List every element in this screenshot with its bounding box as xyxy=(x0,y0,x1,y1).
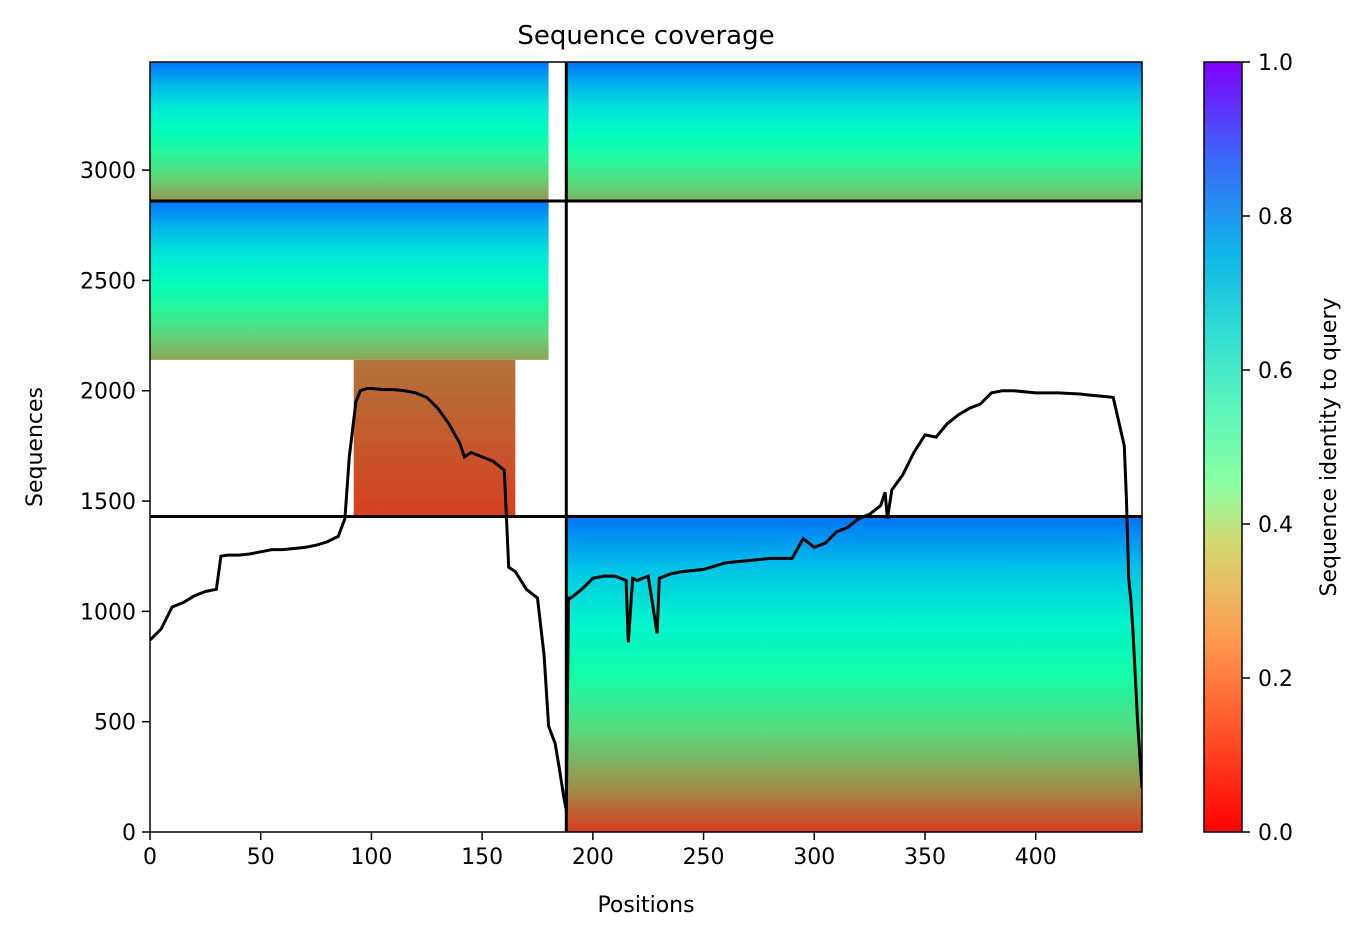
colorbar-tick-label: 1.0 xyxy=(1258,51,1293,76)
y-axis-title: Sequences xyxy=(23,387,48,507)
x-tick-label: 150 xyxy=(461,845,503,870)
x-tick-label: 400 xyxy=(1015,845,1057,870)
coverage-block-1 xyxy=(150,62,549,201)
colorbar xyxy=(1203,61,1243,833)
x-tick-label: 0 xyxy=(143,845,157,870)
y-tick-label: 500 xyxy=(94,711,136,736)
colorbar-label: Sequence identity to query xyxy=(1317,297,1342,596)
x-tick-label: 50 xyxy=(247,845,275,870)
coverage-blocks xyxy=(150,62,1142,832)
y-axis: 0 500 1000 1500 2000 2500 3000 xyxy=(80,159,150,846)
colorbar-tick-label: 0.4 xyxy=(1258,513,1293,538)
y-tick-label: 0 xyxy=(122,821,136,846)
colorbar-ticks: 0.0 0.2 0.4 0.6 0.8 1.0 xyxy=(1242,51,1293,846)
y-tick-label: 2500 xyxy=(80,269,136,294)
x-axis-title: Positions xyxy=(597,893,694,918)
chart-title: Sequence coverage xyxy=(517,21,774,51)
y-tick-label: 3000 xyxy=(80,159,136,184)
coverage-block-3 xyxy=(150,200,549,360)
x-tick-label: 250 xyxy=(683,845,725,870)
colorbar-tick-label: 0.0 xyxy=(1258,821,1293,846)
coverage-block-4 xyxy=(353,359,516,517)
colorbar-tick-label: 0.2 xyxy=(1258,667,1293,692)
colorbar-tick-label: 0.8 xyxy=(1258,205,1293,230)
coverage-block-5 xyxy=(566,516,1142,832)
coverage-block-2 xyxy=(566,62,1142,201)
y-tick-label: 2000 xyxy=(80,380,136,405)
coverage-line xyxy=(150,387,1142,811)
y-tick-label: 1000 xyxy=(80,600,136,625)
x-tick-label: 300 xyxy=(793,845,835,870)
x-axis: 0 50 100 150 200 250 300 350 400 xyxy=(143,832,1057,870)
x-tick-label: 200 xyxy=(572,845,614,870)
plot-frame xyxy=(149,61,1143,833)
y-tick-label: 1500 xyxy=(80,490,136,515)
colorbar-tick-label: 0.6 xyxy=(1258,359,1293,384)
x-tick-label: 350 xyxy=(904,845,946,870)
x-tick-label: 100 xyxy=(350,845,392,870)
